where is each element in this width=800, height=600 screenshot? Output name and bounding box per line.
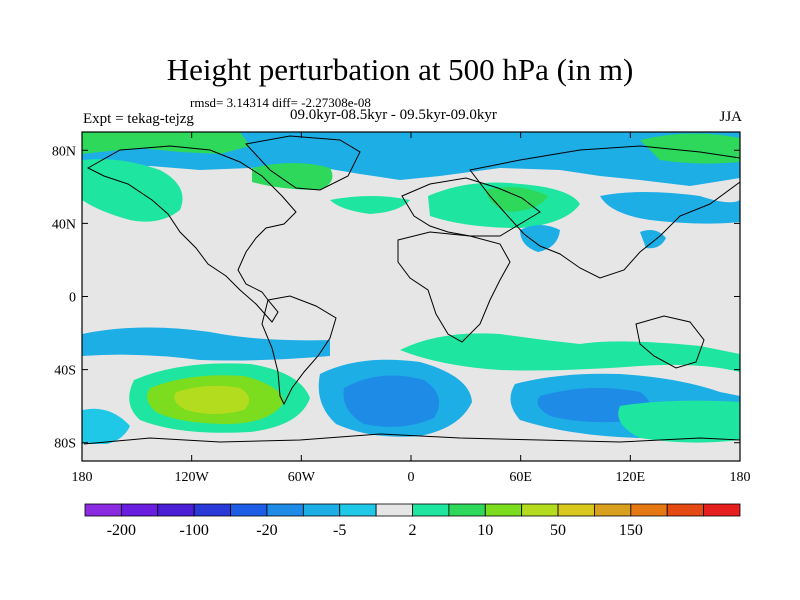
lat-tick-label: 40N: [52, 217, 76, 232]
colorbar-swatch: [339, 503, 377, 517]
colorbar-swatch: [302, 503, 341, 517]
lon-tick-label: 60E: [509, 470, 532, 485]
coastlines: [83, 135, 740, 445]
lat-axis: 80N 40N 0 40S 80S: [52, 144, 740, 452]
lon-axis: 180 120W 60W 0 60E 120E 180: [72, 132, 751, 485]
lon-tick-label: 120E: [616, 470, 646, 485]
colorbar-swatch: [521, 503, 559, 517]
colorbar-label: -200: [107, 522, 136, 539]
coast-greenland: [245, 135, 361, 191]
colorbar-label: -5: [333, 522, 346, 539]
coast-antarctica: [83, 433, 740, 445]
colorbar-swatch: [557, 503, 595, 517]
colorbar-swatch: [157, 503, 195, 517]
lon-tick-label: 180: [730, 470, 751, 485]
colorbar-swatch: [484, 503, 523, 517]
experiment-label: Expt = tekag-tejzg: [83, 111, 194, 127]
lat-tick-label: 80N: [52, 144, 76, 159]
coast-north-america: [86, 145, 297, 323]
colorbar-label: -100: [180, 522, 209, 539]
chart-title: Height perturbation at 500 hPa (in m): [166, 52, 634, 87]
colorbar-swatch: [412, 503, 450, 517]
stats-text: rmsd= 3.14314 diff= -2.27308e-08: [190, 95, 371, 110]
lon-tick-label: 180: [72, 470, 93, 485]
coast-europe: [401, 177, 541, 237]
colorbar-swatch: [703, 503, 741, 517]
region-sindian-green: [400, 333, 740, 372]
colorbar-swatch: [266, 503, 304, 517]
colorbar-label: 2: [409, 522, 417, 539]
region-japan-blue: [640, 230, 666, 249]
colorbar-label: 10: [477, 522, 493, 539]
colorbar-label: 150: [619, 522, 643, 539]
colorbar-labels: -200 -100 -20 -5 2 10 50 150: [107, 522, 643, 539]
coast-south-america: [261, 295, 337, 406]
lon-tick-label: 0: [408, 470, 415, 485]
colorbar-swatch: [594, 503, 632, 517]
coast-africa: [397, 231, 511, 343]
colorbar-swatch: [666, 503, 705, 517]
region-siberia-green: [640, 133, 740, 164]
region-spacific-anomaly-core: [174, 385, 250, 414]
colorbar-swatch: [193, 503, 231, 517]
region-antarctic-green: [618, 400, 740, 443]
region-canada-green: [82, 132, 250, 154]
coast-australia: [635, 315, 705, 369]
colorbar-swatch: [84, 503, 122, 517]
lat-tick-label: 80S: [54, 437, 76, 452]
region-far-west: [82, 408, 130, 447]
colorbar-swatch: [230, 503, 268, 517]
lon-tick-label: 60W: [288, 470, 316, 485]
lat-tick-label: 0: [69, 291, 76, 306]
colorbar-label: -20: [256, 522, 277, 539]
colorbar-swatch: [630, 503, 668, 517]
region-spacific-band: [82, 327, 330, 361]
season-label: JJA: [719, 109, 742, 125]
colorbar-swatch: [375, 503, 413, 517]
region-asia-blue: [520, 225, 560, 252]
region-pacific-green: [82, 159, 183, 222]
colorbar-swatch: [120, 503, 159, 517]
period-label: 09.0kyr-08.5kyr - 09.5kyr-09.0kyr: [290, 107, 497, 123]
colorbar-swatch: [448, 503, 486, 517]
coast-asia: [469, 145, 740, 279]
region-satlantic-core: [343, 375, 440, 427]
region-atlantic-green: [330, 196, 410, 214]
region-antarctic-gray: [82, 444, 740, 461]
region-npacific-blue: [600, 192, 740, 224]
colorbar: [84, 503, 741, 517]
lon-tick-label: 120W: [175, 470, 210, 485]
lat-tick-label: 40S: [54, 364, 76, 379]
colorbar-label: 50: [550, 522, 566, 539]
contour-fields: [82, 132, 740, 461]
region-greenland-green: [252, 163, 333, 190]
